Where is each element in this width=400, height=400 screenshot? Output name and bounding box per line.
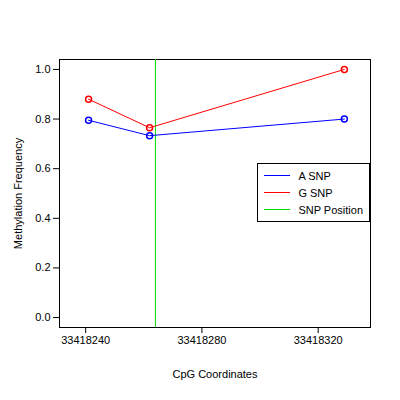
svg-text:0.8: 0.8 xyxy=(35,113,50,125)
svg-text:1.0: 1.0 xyxy=(35,63,50,75)
svg-text:0.6: 0.6 xyxy=(35,162,50,174)
svg-text:Methylation Frequency: Methylation Frequency xyxy=(12,137,24,249)
svg-text:0.4: 0.4 xyxy=(35,212,50,224)
svg-text:CpG Coordinates: CpG Coordinates xyxy=(173,368,258,380)
svg-text:0.2: 0.2 xyxy=(35,261,50,273)
svg-text:33418240: 33418240 xyxy=(61,334,110,346)
html-text:G SNP: G SNP xyxy=(298,186,333,199)
svg-text:33418320: 33418320 xyxy=(294,334,343,346)
html-text:SNP Position: SNP Position xyxy=(298,203,363,216)
svg-text:0.0: 0.0 xyxy=(35,311,50,323)
html-text:A SNP: A SNP xyxy=(298,169,331,182)
svg-text:33418280: 33418280 xyxy=(177,334,226,346)
